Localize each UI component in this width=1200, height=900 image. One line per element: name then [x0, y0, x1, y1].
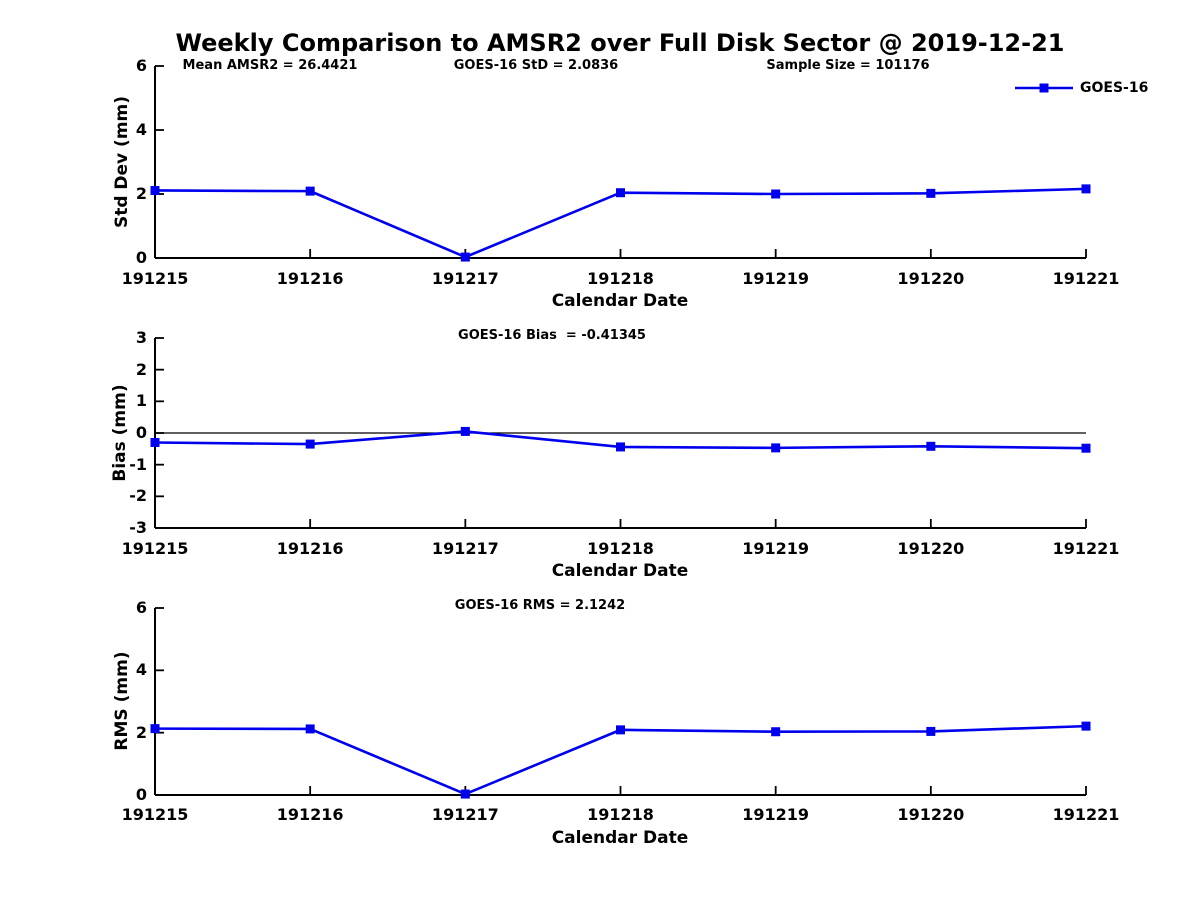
y-tick-label: -2	[129, 486, 147, 506]
data-point-marker	[305, 439, 315, 449]
y-tick-label: -1	[129, 454, 147, 474]
y-tick-label: 4	[135, 660, 147, 680]
data-point-marker	[926, 726, 936, 736]
data-point-marker	[460, 789, 470, 799]
y-tick-label: 0	[135, 423, 147, 442]
annotation-goes16-bias: GOES-16 Bias = -0.41345	[458, 328, 646, 343]
data-point-marker	[150, 438, 160, 447]
x-tick-label: 191221	[1052, 269, 1120, 288]
data-point-marker	[771, 189, 781, 199]
x-tick-label: 191221	[1052, 539, 1120, 558]
x-axis-label-calendar-date: Calendar Date	[551, 291, 689, 311]
data-point-marker	[926, 441, 936, 451]
chart-title: Weekly Comparison to AMSR2 over Full Dis…	[175, 29, 1065, 57]
x-tick-label: 191217	[431, 805, 499, 824]
x-tick-label: 191219	[742, 269, 810, 288]
y-tick-label: 4	[135, 120, 147, 139]
data-point-marker	[460, 252, 470, 262]
y-tick-label: 2	[135, 184, 147, 203]
x-tick-label: 191215	[121, 269, 189, 288]
data-point-marker	[1081, 721, 1091, 731]
data-point-marker	[150, 724, 160, 734]
x-axis-label-calendar-date: Calendar Date	[551, 561, 689, 581]
y-axis-label-stddev: Std Dev (mm)	[112, 95, 132, 229]
x-tick-label: 191217	[431, 539, 499, 558]
data-point-marker	[616, 442, 625, 452]
legend: GOES-16	[1080, 79, 1148, 97]
y-tick-label: 6	[135, 598, 147, 617]
x-tick-label: 191216	[276, 805, 344, 824]
data-point-marker	[616, 188, 625, 198]
y-tick-label: 0	[135, 248, 147, 267]
x-tick-label: 191217	[431, 269, 499, 288]
annotation-goes16-std: GOES-16 StD = 2.0836	[453, 58, 619, 73]
data-point-marker	[1081, 184, 1091, 194]
x-tick-label: 191216	[276, 539, 344, 558]
data-point-marker	[1081, 443, 1091, 453]
x-tick-label: 191220	[897, 805, 965, 824]
data-point-marker	[460, 426, 470, 436]
legend-series-label: GOES-16	[1080, 80, 1149, 96]
annotation-mean-amsr2: Mean AMSR2 = 26.4421	[182, 58, 358, 73]
annotation-sample-size: Sample Size = 101176	[766, 58, 930, 73]
y-tick-label: -3	[129, 518, 147, 537]
annotation-goes16-rms: GOES-16 RMS = 2.1242	[454, 598, 626, 613]
y-tick-label: 3	[135, 328, 147, 347]
x-tick-label: 191218	[587, 539, 654, 558]
y-tick-label: 2	[135, 722, 147, 742]
x-tick-label: 191220	[897, 539, 965, 558]
data-point-marker	[771, 443, 781, 453]
x-tick-label: 191218	[587, 269, 654, 288]
data-point-marker	[771, 727, 781, 737]
x-tick-label: 191215	[121, 805, 189, 824]
legend-marker-icon	[1039, 83, 1049, 93]
data-point-marker	[150, 185, 160, 195]
x-axis-label-calendar-date: Calendar Date	[551, 828, 689, 848]
x-tick-label: 191219	[742, 539, 810, 558]
y-tick-label: 6	[135, 56, 147, 75]
y-tick-label: 0	[135, 785, 147, 804]
x-tick-label: 191220	[897, 269, 965, 288]
x-tick-label: 191219	[742, 805, 810, 824]
x-tick-label: 191221	[1052, 805, 1120, 824]
x-tick-label: 191216	[276, 269, 344, 288]
y-tick-label: 1	[135, 391, 147, 411]
y-tick-label: 2	[135, 359, 147, 379]
data-point-marker	[305, 724, 315, 734]
data-point-marker	[305, 186, 315, 196]
data-point-marker	[926, 188, 936, 198]
x-tick-label: 191218	[587, 805, 654, 824]
data-point-marker	[616, 725, 625, 735]
x-tick-label: 191215	[121, 539, 189, 558]
data-line-goes-16	[154, 724, 1087, 796]
data-line-goes-16	[154, 187, 1087, 259]
